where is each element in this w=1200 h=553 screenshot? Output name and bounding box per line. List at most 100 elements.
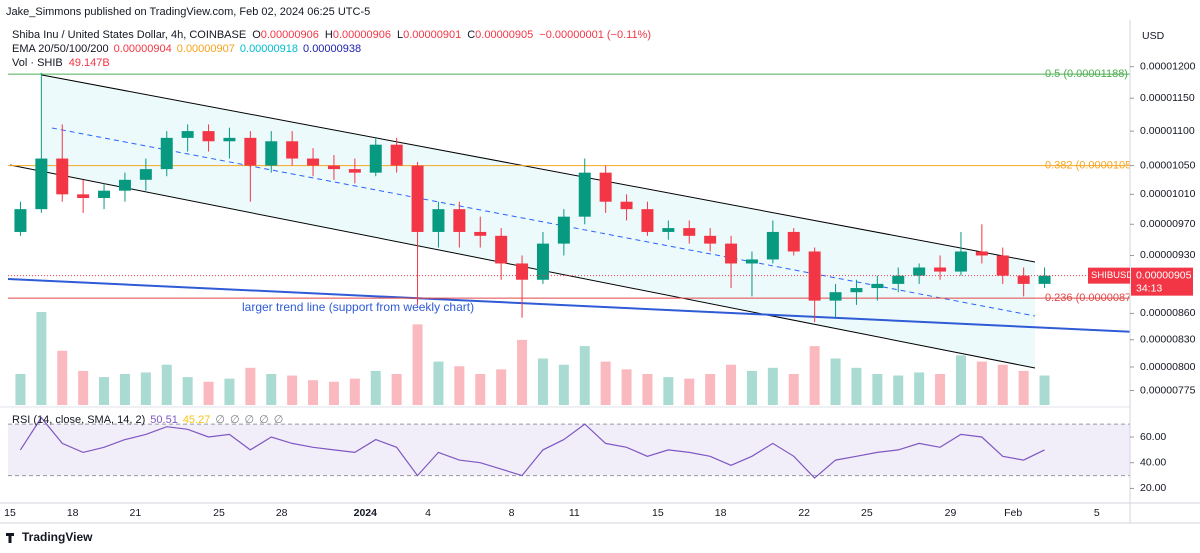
y-tick-label: 0.00001150	[1140, 92, 1195, 104]
brand-logo	[6, 533, 14, 543]
publisher: Jake_Simmons published on TradingView.co…	[6, 6, 370, 18]
x-tick-label: 2024	[354, 507, 378, 519]
candle-body	[620, 201, 633, 210]
candle-body	[265, 141, 278, 166]
volume-bar	[78, 370, 89, 405]
y-tick-label: 0.00001100	[1140, 125, 1195, 137]
channel-mid	[51, 127, 1036, 317]
x-tick-label: 25	[213, 507, 225, 519]
y-tick-label: 0.00001200	[1140, 60, 1196, 72]
volume-bar	[746, 370, 757, 405]
y-tick-label: 0.00000800	[1140, 361, 1196, 373]
volume-bar	[935, 374, 946, 405]
candle-body	[975, 251, 988, 256]
volume-bar	[705, 374, 716, 405]
legend-item: 45.27	[183, 414, 211, 426]
legend-item: 0.00000938	[303, 43, 361, 55]
candle-body	[934, 267, 947, 272]
candle-body	[14, 209, 27, 232]
volume-bar	[182, 377, 193, 405]
volume-bar	[245, 367, 256, 405]
volume-bar	[15, 374, 26, 405]
volume-bar	[558, 364, 569, 405]
y-tick-label: 0.00000970	[1140, 218, 1196, 230]
candle-body	[850, 288, 863, 293]
candle-body	[766, 231, 779, 260]
candle-body	[453, 209, 466, 232]
legend-item: H	[325, 29, 333, 41]
volume-bar	[308, 380, 319, 405]
legend-item: ∅	[274, 414, 284, 426]
volume-bar	[496, 369, 507, 405]
volume-bar	[224, 378, 235, 405]
candle-body	[745, 259, 758, 264]
candle-body	[118, 179, 131, 191]
candle-body	[871, 283, 884, 289]
x-tick-label: Feb	[1004, 507, 1022, 519]
candle-body	[223, 137, 236, 142]
volume-bar	[454, 366, 465, 405]
legend-item: ∅	[215, 414, 225, 426]
x-tick-label: 15	[4, 507, 16, 519]
candle-body	[954, 251, 967, 272]
rsi-line	[19, 416, 1045, 479]
volume-bar	[328, 381, 339, 405]
candle-body	[474, 231, 487, 236]
candle-body	[578, 172, 591, 217]
candle-body	[704, 235, 717, 244]
volume-bar	[99, 377, 110, 405]
volume-bar	[1018, 370, 1029, 405]
x-tick-label: 18	[67, 507, 79, 519]
legend-item: 0.00000905	[475, 29, 533, 41]
candle-body	[536, 243, 549, 280]
candle-body	[913, 267, 926, 276]
legend-item: ∅	[259, 414, 269, 426]
fib-label: 0.236 (0.00000878)	[1045, 292, 1141, 304]
y-tick-label: 0.00000930	[1140, 249, 1196, 261]
x-tick-label: 5	[1094, 507, 1100, 519]
volume-bar	[1039, 375, 1050, 405]
volume-bar	[349, 378, 360, 405]
candle-body	[1038, 275, 1051, 284]
x-tick-label: 4	[425, 507, 431, 519]
volume-bar	[767, 367, 778, 405]
volume-bar	[851, 367, 862, 405]
countdown: 34:13	[1136, 282, 1162, 294]
volume-bar	[119, 374, 130, 405]
volume-bar	[412, 324, 423, 405]
symbol-tag-label: SHIBUSD	[1091, 270, 1133, 281]
volume-bar	[579, 346, 590, 405]
x-tick-label: 21	[130, 507, 142, 519]
volume-bar	[391, 374, 402, 405]
candle-body	[390, 144, 403, 166]
volume-bar	[537, 358, 548, 405]
volume-bar	[893, 375, 904, 405]
legend-item: 0.00000906	[333, 29, 391, 41]
channel-upper	[41, 74, 1036, 263]
legend-row: RSI (14, close, SMA, 14, 2) 50.51 45.27 ∅ ∅ ∅…	[12, 414, 283, 426]
x-tick-label: 18	[715, 507, 727, 519]
x-tick-label: 22	[798, 507, 810, 519]
candle-body	[181, 131, 194, 138]
candle-body	[139, 169, 152, 180]
legend-item: 0.00000904	[114, 43, 172, 55]
candle-body	[557, 216, 570, 244]
candle-body	[77, 194, 90, 199]
y-tick-label: 0.00001050	[1140, 159, 1196, 171]
candle-body	[996, 255, 1009, 276]
candle-body	[662, 228, 675, 232]
legend-item: EMA 20/50/100/200	[12, 43, 109, 55]
volume-bar	[370, 370, 381, 405]
price-tag-label: 0.00000905	[1136, 269, 1192, 281]
volume-bar	[161, 364, 172, 405]
legend-row: EMA 20/50/100/200 0.00000904 0.00000907 0.0…	[12, 43, 361, 55]
candle-body	[160, 137, 173, 170]
legend-item: L	[397, 29, 403, 41]
candle-body	[98, 190, 111, 199]
candle-body	[202, 131, 215, 142]
x-tick-label: 8	[509, 507, 515, 519]
volume-bar	[914, 372, 925, 405]
volume-bar	[997, 364, 1008, 405]
legend-item: Vol · SHIB	[12, 57, 63, 69]
